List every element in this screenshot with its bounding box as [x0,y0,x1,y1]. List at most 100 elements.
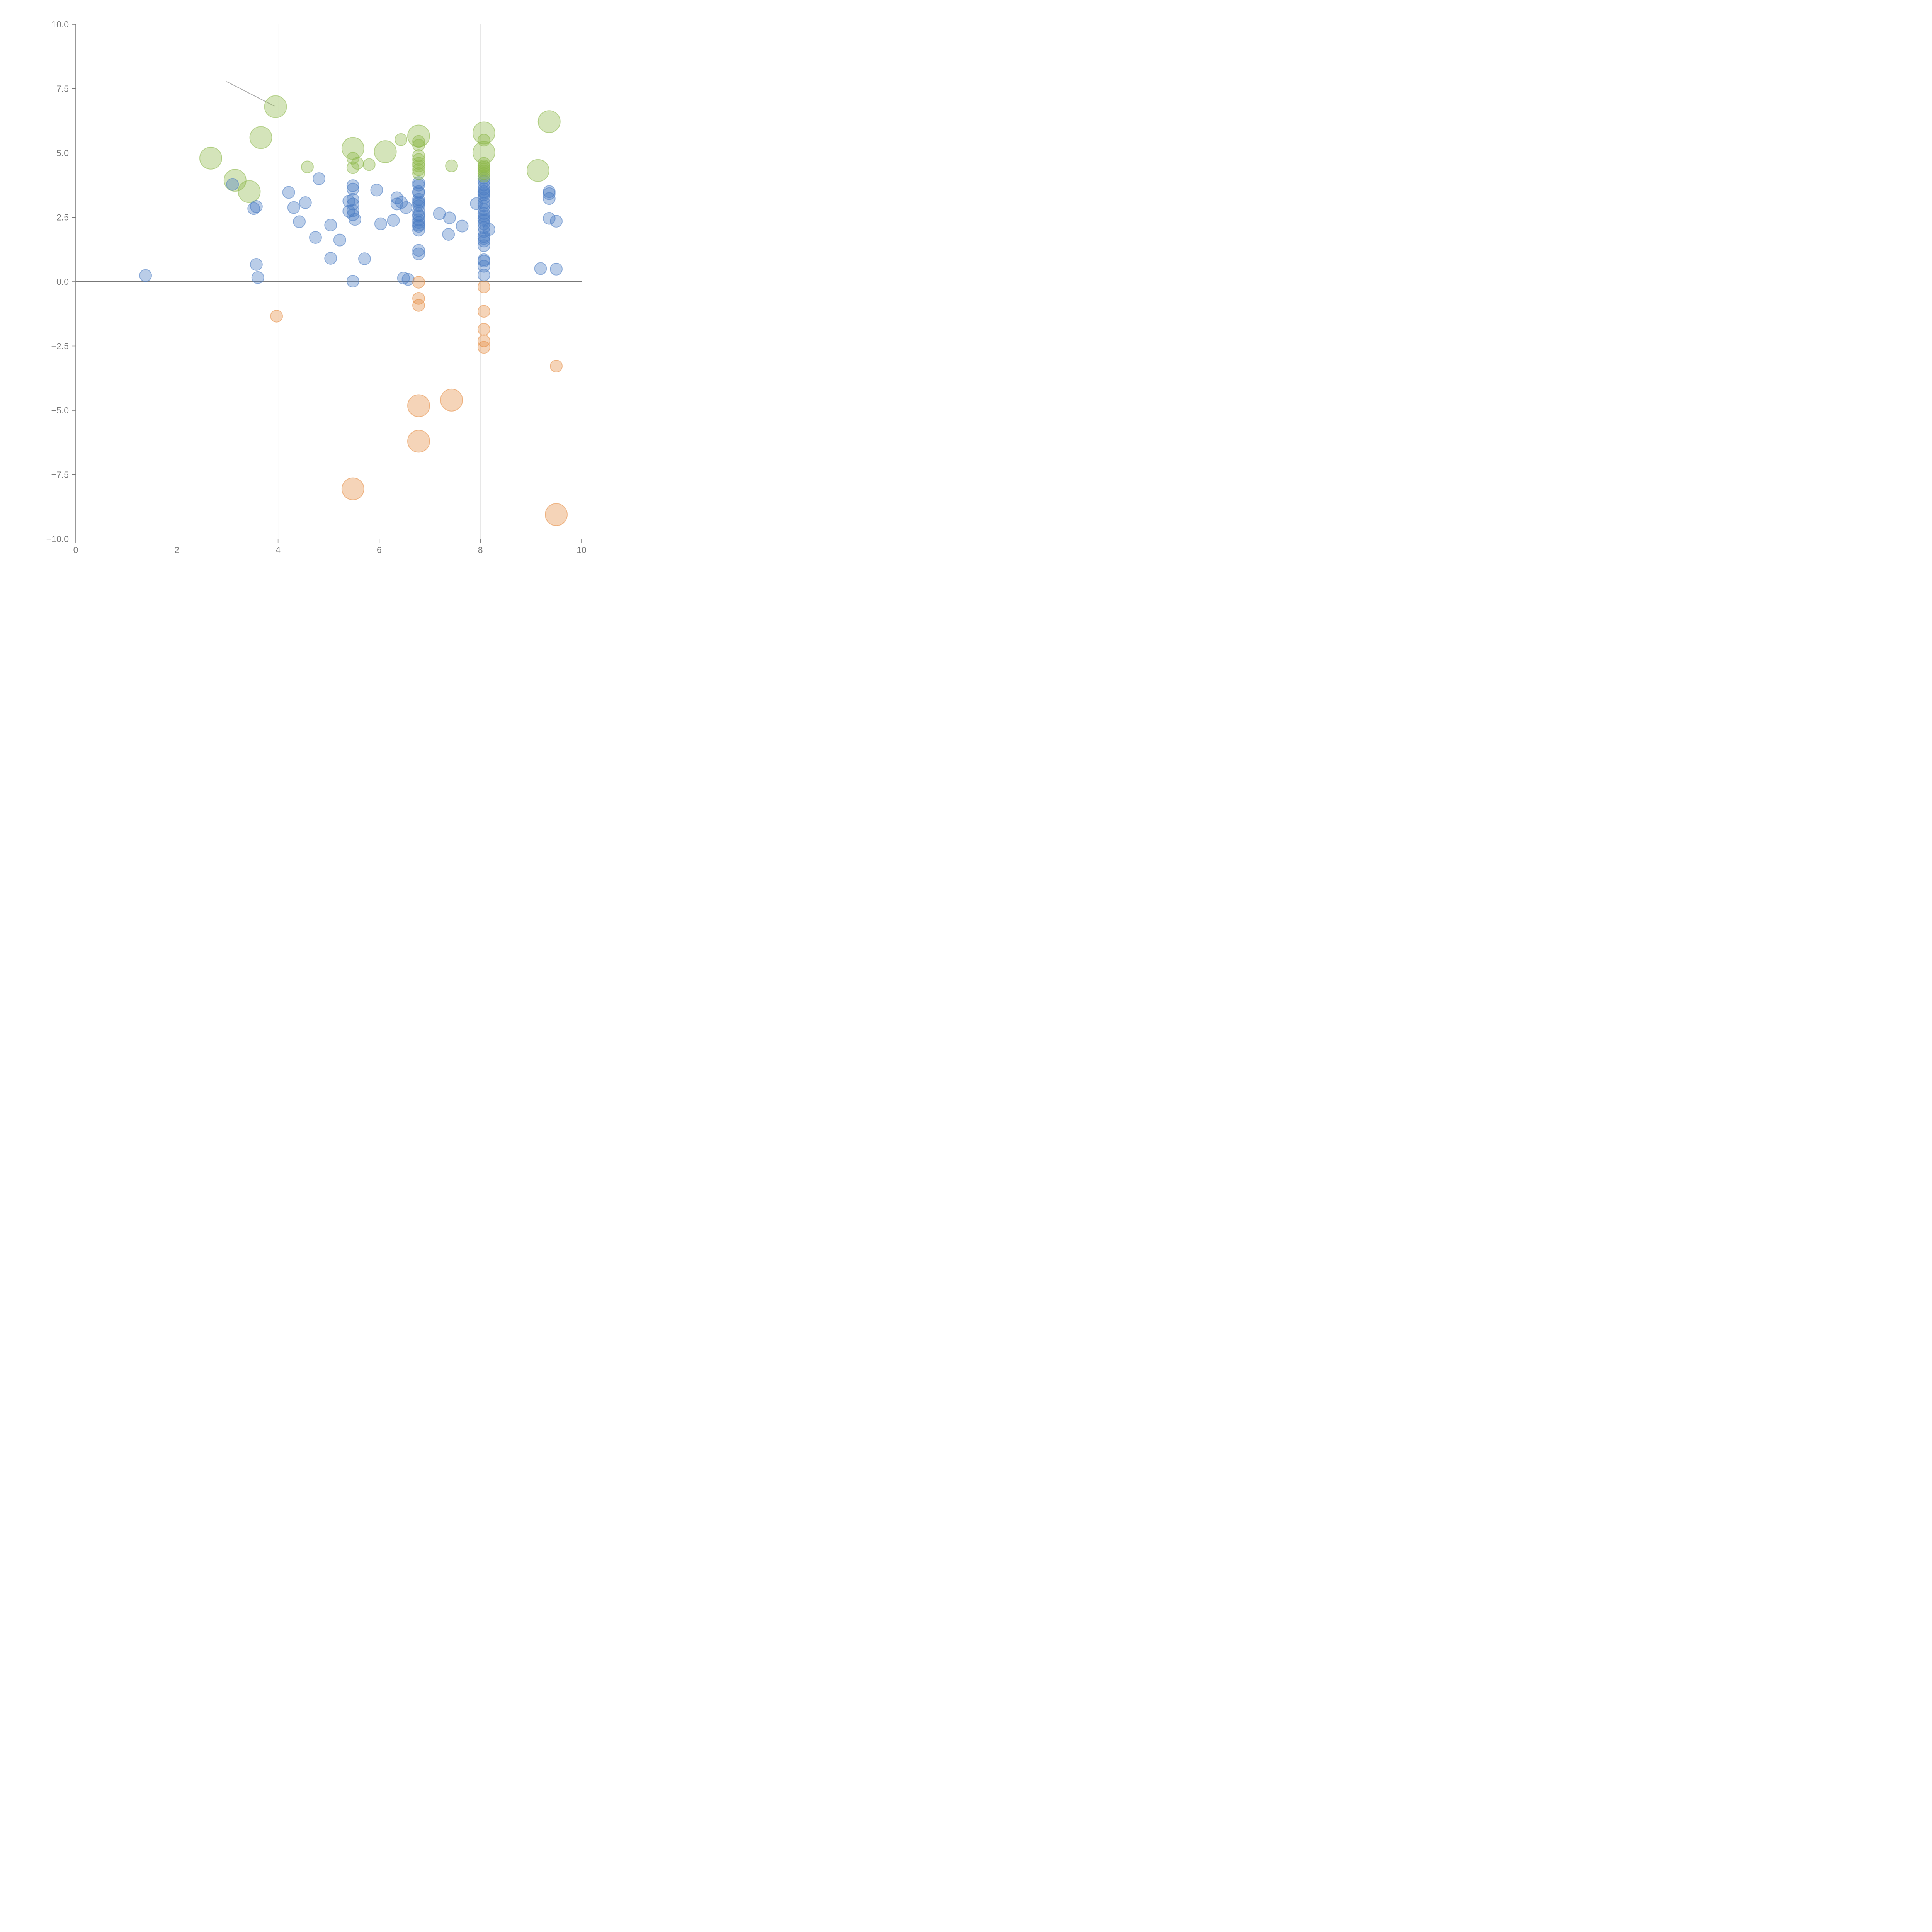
data-point-blue [412,220,425,233]
data-point-green [351,157,364,170]
y-tick-label: 0.0 [56,277,69,287]
data-point-blue [443,211,456,224]
data-point-blue [346,182,359,196]
data-point-blue [412,186,425,199]
data-point-blue [346,193,359,206]
data-point-orange [407,430,430,453]
y-tick-label: −5.0 [51,405,69,415]
data-point-green [412,163,425,176]
scatter-chart: 0 2 4 6 8 10 10.0 7.5 5.0 2.5 0.0 −2.5 −5.0 −7.5 −10.… [46,19,587,555]
data-point-green [199,146,223,170]
data-point-blue [412,224,425,237]
y-axis-ticks: 10.0 7.5 5.0 2.5 0.0 −2.5 −5.0 −7.5 −10.0 [46,19,76,544]
data-point-blue [226,178,239,191]
data-point-blue [397,272,410,285]
data-point-blue [346,179,359,192]
data-point-blue [412,204,425,218]
data-point-blue [293,215,306,228]
data-point-orange [270,310,283,323]
y-tick-label: 5.0 [56,148,69,158]
x-tick-label: 6 [377,545,382,555]
data-point-blue [543,212,556,225]
data-point-blue [247,202,260,215]
x-axis-ticks: 0 2 4 6 8 10 [73,539,587,555]
data-point-green [412,139,425,152]
data-point-blue [251,271,264,284]
data-point-green [412,159,425,172]
data-point-green [477,170,490,183]
data-point-orange [477,334,490,347]
data-point-blue [477,203,490,216]
data-point-orange [412,292,425,305]
data-point-blue [287,201,300,214]
data-point-blue [412,247,425,260]
annotation-leader-line [226,81,275,107]
data-point-green [238,180,261,203]
data-point-green [412,149,425,162]
data-point-blue [346,197,359,211]
data-point-green [374,140,397,163]
data-point-green [346,151,359,165]
data-point-orange [440,388,463,412]
data-point-orange [477,305,490,318]
data-point-green [301,160,314,173]
data-point-orange [407,394,430,417]
data-point-green [477,134,490,147]
data-point-green [362,158,376,171]
data-point-blue [412,199,425,213]
data-point-blue [387,214,400,227]
data-point-green [412,153,425,166]
data-point-blue [477,221,490,234]
data-point-blue [477,269,490,282]
x-tick-label: 8 [478,545,483,555]
data-point-blue [401,273,415,286]
data-point-blue [412,179,425,192]
data-point-blue [477,235,490,248]
data-point-blue [543,192,556,205]
data-point-blue [477,260,490,273]
x-tick-label: 2 [174,545,179,555]
y-tick-label: −2.5 [51,341,69,351]
data-point-blue [550,214,563,228]
data-point-green [264,95,287,118]
data-point-orange [550,359,563,372]
y-tick-label: −7.5 [51,470,69,480]
y-tick-label: 2.5 [56,213,69,223]
data-point-blue [543,187,556,200]
data-point-blue [358,252,371,265]
data-point-blue [534,262,547,275]
data-point-blue [477,179,490,192]
data-point-blue [250,200,263,213]
data-point-blue [412,244,425,257]
data-point-orange [477,323,490,336]
data-point-green [412,167,425,180]
data-point-blue [412,209,425,223]
data-point-blue [349,213,362,226]
data-point-blue [370,184,383,197]
x-tick-label: 10 [577,545,587,555]
data-point-blue [324,252,337,265]
data-point-green [412,135,425,148]
data-point-blue [282,186,295,199]
data-point-orange [545,503,568,526]
data-point-green [223,169,247,192]
data-point-green [395,133,408,146]
data-point-blue [346,275,359,288]
data-point-green [249,126,272,149]
data-point-blue [250,258,263,271]
data-point-blue [550,262,563,276]
data-points [139,95,568,526]
data-point-blue [400,201,413,214]
data-point-blue [456,219,469,233]
data-point-blue [477,192,490,205]
y-tick-label: −10.0 [46,534,69,544]
data-point-green [472,141,495,164]
annotation-lines [226,81,275,107]
data-point-orange [477,341,490,354]
data-point-green [445,159,458,172]
data-point-green [526,159,549,182]
data-point-blue [374,217,387,230]
data-point-blue [477,255,490,268]
data-point-blue [477,225,490,238]
data-point-blue [395,196,408,209]
